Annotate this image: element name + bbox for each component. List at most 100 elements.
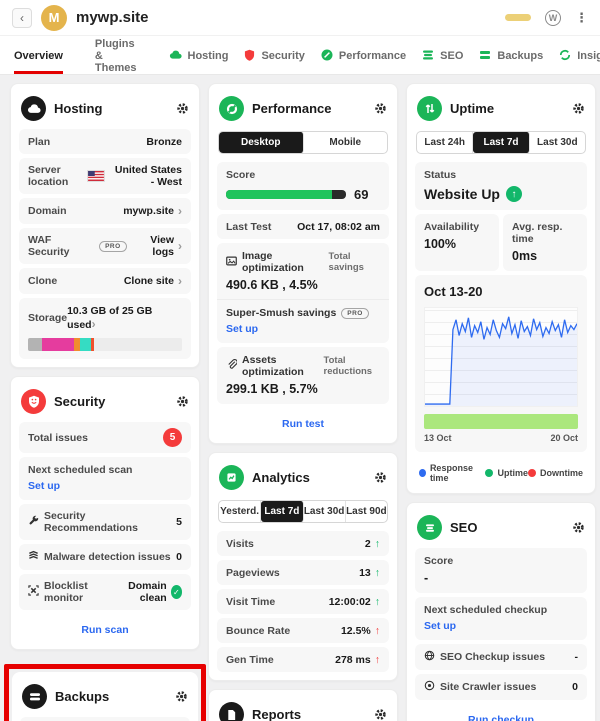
seo-checkup-label: SEO Checkup issues (440, 651, 546, 663)
toggle-mobile[interactable]: Mobile (329, 137, 362, 148)
security-recommendations-row[interactable]: Security Recommendations 5 (19, 504, 191, 540)
range-7d[interactable]: Last 7d (261, 501, 304, 522)
seo-checkup-issues-row[interactable]: SEO Checkup issues - (415, 644, 587, 670)
clone-value: Clone site (123, 275, 174, 287)
visits-label: Visits (226, 537, 254, 550)
storage-value: 10.3 GB of 25 GB used (67, 305, 153, 331)
reports-gear-icon[interactable] (374, 708, 387, 721)
tab-overview[interactable]: Overview (14, 36, 63, 74)
tab-performance[interactable]: Performance (321, 36, 406, 74)
back-button[interactable]: ‹ (12, 7, 32, 28)
pageviews-label: Pageviews (226, 566, 280, 579)
crawler-target-icon (424, 680, 435, 694)
axis-end-label: 20 Oct (550, 433, 578, 443)
range-30d[interactable]: Last 30d (537, 137, 578, 148)
hosting-card-header: Hosting (19, 92, 191, 129)
security-gear-icon[interactable] (176, 395, 189, 408)
wordpress-icon[interactable]: W (545, 9, 561, 26)
seo-checkup-value: - (574, 651, 579, 663)
waf-value: View logs (150, 234, 174, 258)
blocklist-icon (28, 585, 39, 599)
kebab-menu-icon[interactable]: ⋮ (575, 9, 588, 25)
analytics-gear-icon[interactable] (374, 471, 387, 484)
security-next-scan-row: Next scheduled scan Set up (19, 457, 191, 500)
clone-label: Clone (28, 275, 58, 287)
wrench-icon (28, 515, 39, 529)
tab-seo-label: SEO (440, 50, 464, 62)
range-24h[interactable]: Last 24h (417, 132, 474, 153)
hosting-gear-icon[interactable] (176, 102, 189, 115)
run-checkup-link[interactable]: Run checkup (468, 714, 534, 721)
pro-badge: PRO (341, 307, 369, 319)
site-title: mywp.site (76, 9, 149, 26)
backups-icon (479, 50, 491, 63)
run-test-link[interactable]: Run test (282, 418, 324, 430)
range-30d[interactable]: Last 30d (304, 501, 346, 522)
analytics-title: Analytics (252, 470, 310, 485)
uptime-chart (424, 307, 578, 407)
tab-plugins-themes[interactable]: Plugins & Themes (95, 36, 137, 74)
range-90d[interactable]: Last 90d (346, 506, 387, 517)
tab-backups-label: Backups (497, 50, 544, 62)
tab-security[interactable]: Security (244, 36, 305, 74)
tab-seo[interactable]: SEO (422, 36, 463, 74)
backups-gear-icon[interactable] (175, 690, 188, 703)
uptime-arrows-icon (417, 96, 442, 121)
tab-security-label: Security (261, 50, 305, 62)
legend-uptime-label: Uptime (497, 468, 528, 478)
resp-time-box: Avg. resp. time 0ms (503, 214, 587, 271)
seo-gear-icon[interactable] (572, 521, 585, 534)
run-scan-link[interactable]: Run scan (81, 624, 129, 636)
hosting-storage-row[interactable]: Storage 10.3 GB of 25 GB used› (19, 298, 191, 359)
globe-icon (424, 650, 435, 664)
smush-setup-link[interactable]: Set up (226, 323, 259, 335)
visit-time-label: Visit Time (226, 595, 276, 608)
toggle-desktop[interactable]: Desktop (219, 132, 304, 153)
image-icon (226, 256, 237, 269)
trend-up-icon: ↑ (374, 653, 380, 666)
tab-backups[interactable]: Backups (479, 36, 543, 74)
hosting-waf-row[interactable]: WAF Security PRO View logs › (19, 228, 191, 264)
uptime-bar (424, 414, 578, 429)
site-nav: Overview Plugins & Themes Hosting Securi… (0, 36, 600, 75)
avatar-initial: M (48, 10, 60, 25)
security-setup-link[interactable]: Set up (28, 480, 61, 492)
seo-setup-link[interactable]: Set up (424, 620, 457, 632)
wp-letter: W (548, 12, 558, 23)
blocklist-label: Blocklist monitor (44, 580, 88, 604)
assets-optimization-box: Assets optimization Total reductions 299… (217, 347, 389, 404)
range-7d[interactable]: Last 7d (473, 132, 530, 153)
score-box: Score 69 (217, 162, 389, 210)
site-crawler-row[interactable]: Site Crawler issues 0 (415, 674, 587, 700)
blocklist-value: Domain clean (128, 580, 167, 604)
range-yesterday[interactable]: Yesterd. (219, 501, 262, 522)
plan-label: Plan (28, 135, 51, 148)
column-left: Hosting Plan Bronze Server location Unit… (4, 83, 206, 721)
security-title: Security (54, 394, 106, 409)
check-icon: ✓ (170, 585, 182, 599)
column-middle: Performance Desktop Mobile Score 69 Last… (208, 83, 398, 721)
storage-label: Storage (28, 312, 68, 324)
image-opt-label: Image optimization (242, 250, 304, 274)
security-malware-row[interactable]: Malware detection issues 0 (19, 544, 191, 570)
seo-title: SEO (450, 520, 478, 535)
security-blocklist-row[interactable]: Blocklist monitor Domain clean ✓ (19, 574, 191, 610)
uptime-gear-icon[interactable] (572, 102, 585, 115)
last-test-label: Last Test (226, 220, 272, 233)
hosting-server-row: Server location United States - West (19, 158, 191, 194)
performance-gear-icon[interactable] (374, 102, 387, 115)
server-location-label: Server location (28, 164, 69, 188)
pageviews-value: 13 (359, 566, 371, 579)
cloud-icon (169, 49, 182, 63)
hosting-clone-row[interactable]: Clone Clone site › (19, 268, 191, 294)
hosting-domain-row[interactable]: Domain mywp.site › (19, 198, 191, 224)
gen-time-row: Gen Time 278 ms ↑ (217, 647, 389, 672)
tab-insights[interactable]: Insights (559, 36, 600, 74)
seo-icon (422, 49, 434, 64)
trend-up-icon: ↑ (374, 566, 380, 579)
tab-hosting[interactable]: Hosting (169, 36, 228, 74)
uptime-status-box: Status Website Up ↑ (415, 162, 587, 210)
storage-segment (74, 338, 80, 351)
crawler-value: 0 (572, 681, 578, 693)
hosting-cloud-icon (21, 96, 46, 121)
